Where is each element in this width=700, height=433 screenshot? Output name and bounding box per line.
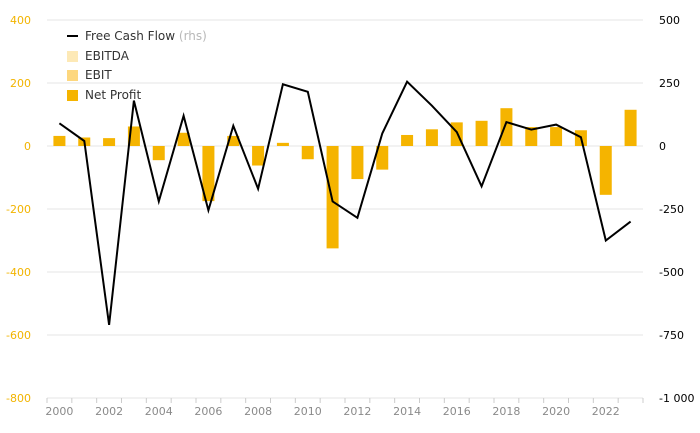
net-profit-bar[interactable] [599,146,612,195]
net-profit-bar[interactable] [500,108,513,146]
net-profit-bar[interactable] [127,126,140,146]
net-profit-bar[interactable] [202,146,215,202]
net-profit-bar[interactable] [401,134,414,146]
legend-swatch-net-profit [67,90,78,101]
y-right-tick-label: -750 [659,329,684,342]
fcf-line-layer [58,80,632,326]
x-tick-label: 2016 [443,405,471,418]
legend-item-fcf[interactable]: Free Cash Flow (rhs) [67,29,207,43]
net-profit-bar[interactable] [624,109,637,146]
y-right-tick-label: 500 [659,14,680,27]
y-right-tick-label: -250 [659,203,684,216]
net-profit-bar[interactable] [152,146,165,161]
y-left-tick-label: -200 [6,203,31,216]
x-tick-label: 2006 [194,405,222,418]
y-right-tick-label: 250 [659,77,680,90]
legend-label-fcf: Free Cash Flow (rhs) [85,29,207,43]
left-axis-ticks: 400 200 0 -200 -400 -600 -800 [6,14,31,405]
x-tick-label: 2000 [45,405,73,418]
net-profit-bar[interactable] [53,135,66,146]
net-profit-bar[interactable] [351,146,364,180]
fcf-line[interactable] [58,80,632,326]
y-left-tick-label: -600 [6,329,31,342]
legend-label-ebit: EBIT [85,68,112,82]
y-right-tick-label: -1 000 [659,392,694,405]
net-profit-bar[interactable] [475,120,488,146]
net-profit-bar[interactable] [301,146,314,160]
net-profit-bar[interactable] [276,142,289,146]
x-tick-label: 2004 [145,405,173,418]
x-tick-label: 2008 [244,405,272,418]
x-tick-label: 2022 [592,405,620,418]
legend-swatch-ebit [67,70,78,81]
legend-item-net-profit[interactable]: Net Profit [67,88,141,102]
y-left-tick-label: 0 [24,140,31,153]
net-profit-bar[interactable] [252,146,265,166]
y-right-tick-label: -500 [659,266,684,279]
y-left-tick-label: -400 [6,266,31,279]
y-left-tick-label: -800 [6,392,31,405]
legend: Free Cash Flow (rhs) EBITDA EBIT Net Pro… [67,29,207,102]
y-left-tick-label: 400 [10,14,31,27]
net-profit-bar[interactable] [376,146,389,170]
net-profit-bar[interactable] [425,129,438,146]
x-axis-ticks: 2000 2002 2004 2006 2008 2010 2012 2014 2016 2018… [45,398,644,418]
legend-item-ebit[interactable]: EBIT [67,68,112,82]
x-tick-label: 2020 [542,405,570,418]
legend-item-ebitda[interactable]: EBITDA [67,49,130,63]
net-profit-bar[interactable] [550,127,563,146]
x-tick-label: 2002 [95,405,123,418]
x-tick-label: 2018 [492,405,520,418]
net-profit-bar[interactable] [525,127,538,146]
y-left-tick-label: 200 [10,77,31,90]
legend-label-ebitda: EBITDA [85,49,130,63]
x-tick-label: 2014 [393,405,421,418]
legend-swatch-ebitda [67,51,78,62]
net-profit-bar[interactable] [103,138,116,146]
net-profit-bar[interactable] [227,135,240,146]
y-right-tick-label: 0 [659,140,666,153]
net-profit-bar[interactable] [177,132,190,146]
x-tick-label: 2010 [294,405,322,418]
legend-label-net-profit: Net Profit [85,88,141,102]
x-tick-label: 2012 [343,405,371,418]
right-axis-ticks: 500 250 0 -250 -500 -750 -1 000 [659,14,694,405]
